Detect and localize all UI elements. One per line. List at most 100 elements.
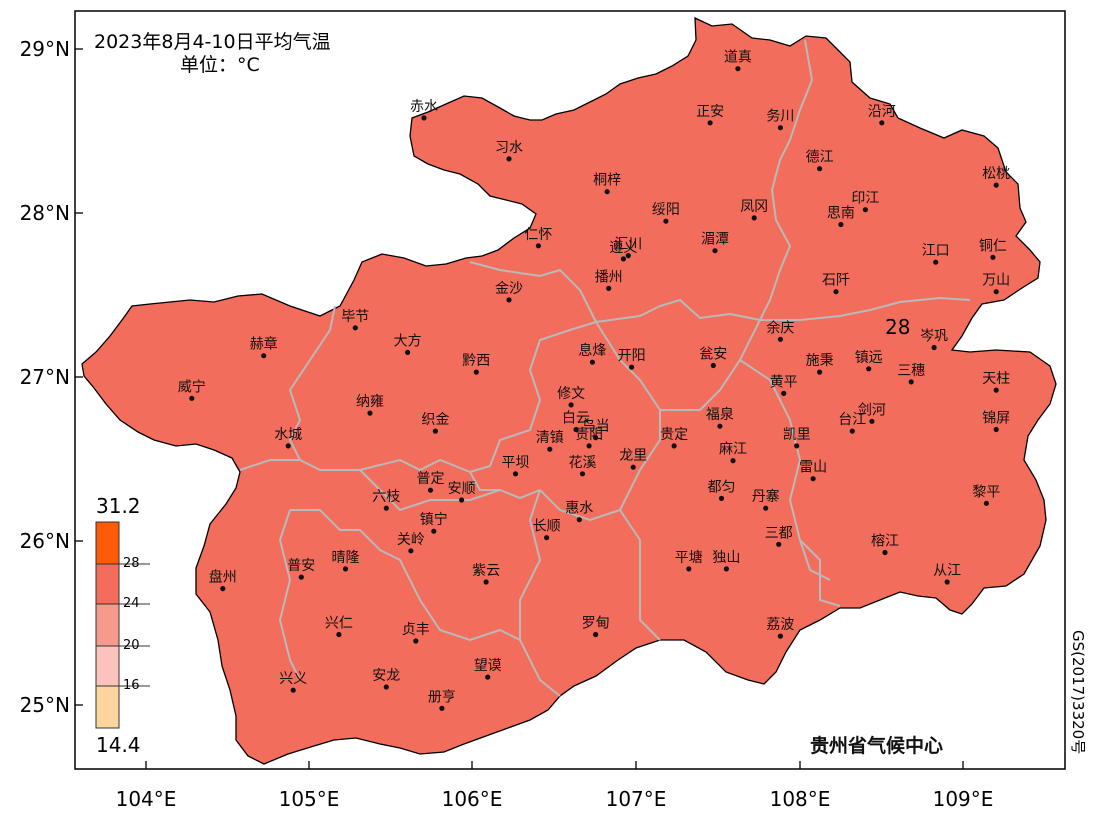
- lat-label-25: 25°N: [20, 693, 70, 717]
- city-marker: [568, 402, 574, 408]
- city-label: 凯里: [783, 427, 811, 443]
- lon-label-109: 109°E: [933, 787, 994, 811]
- legend-swatch-20-24: [96, 604, 119, 646]
- city-marker: [710, 362, 716, 369]
- city-marker: [882, 549, 888, 556]
- credit-label: 贵州省气候中心: [810, 734, 943, 757]
- city-marker: [777, 336, 784, 342]
- city-marker: [993, 387, 999, 393]
- city-marker: [833, 289, 839, 295]
- city-marker: [367, 410, 373, 416]
- city-label: 普安: [287, 558, 315, 574]
- city-label: 息烽: [578, 342, 606, 359]
- city-marker: [751, 215, 757, 221]
- city-label: 遵义: [609, 239, 637, 256]
- city-label: 石阡: [822, 273, 850, 289]
- city-label: 三都: [765, 525, 793, 541]
- city-marker: [944, 579, 950, 585]
- city-marker: [547, 446, 553, 452]
- city-marker: [810, 476, 816, 482]
- city-label: 桐梓: [593, 173, 621, 189]
- city-label: 白云: [562, 411, 590, 427]
- city-label: 天柱: [982, 371, 1010, 387]
- city-marker: [593, 435, 599, 441]
- city-label: 贞丰: [402, 621, 430, 638]
- city-label: 万山: [982, 273, 1010, 289]
- prefecture-boundaries: [239, 39, 971, 697]
- lon-label-108: 108°E: [770, 787, 831, 811]
- city-marker: [933, 259, 939, 265]
- city-marker: [408, 548, 414, 554]
- city-marker: [485, 674, 491, 680]
- city-marker: [993, 426, 999, 433]
- city-marker: [908, 379, 914, 385]
- city-marker: [686, 566, 692, 572]
- legend-swatch-28plus: [96, 522, 119, 564]
- city-label: 平坝: [502, 455, 530, 471]
- city-label: 修文: [557, 386, 585, 402]
- city-marker: [794, 443, 800, 449]
- city-marker: [576, 517, 582, 523]
- city-marker: [544, 535, 550, 541]
- city-label: 丹寨: [752, 488, 780, 505]
- city-marker: [413, 638, 419, 644]
- city-marker: [620, 256, 627, 262]
- city-label: 德江: [806, 150, 834, 166]
- legend-min: 14.4: [96, 733, 141, 757]
- city-label: 黔西: [462, 353, 490, 369]
- city-marker: [352, 325, 358, 331]
- city-label: 榕江: [871, 534, 899, 550]
- city-marker: [712, 248, 718, 254]
- city-marker: [625, 253, 631, 259]
- city-label: 贵阳: [575, 427, 603, 443]
- city-label: 铜仁: [979, 238, 1007, 254]
- city-label: 镇远: [855, 350, 883, 366]
- city-marker: [777, 125, 784, 131]
- map-title: 2023年8月4-10日平均气温: [94, 31, 331, 53]
- legend-tick-20: 20: [123, 638, 140, 653]
- lon-label-104: 104°E: [116, 787, 177, 811]
- city-label: 绥阳: [652, 202, 680, 218]
- city-marker: [723, 566, 730, 572]
- city-marker: [862, 207, 869, 213]
- city-label: 普定: [417, 471, 445, 487]
- city-label: 清镇: [536, 430, 564, 446]
- city-label: 兴仁: [325, 616, 353, 632]
- city-label: 麻江: [719, 442, 747, 458]
- city-label: 惠水: [565, 501, 593, 517]
- city-marker: [593, 631, 599, 638]
- city-label: 平塘: [675, 550, 703, 566]
- city-marker: [983, 500, 990, 506]
- city-marker: [573, 426, 579, 433]
- city-label: 紫云: [472, 563, 500, 579]
- city-label: 剑河: [858, 402, 886, 418]
- city-marker: [483, 579, 489, 585]
- city-label: 锦屏: [982, 410, 1010, 427]
- city-marker: [261, 353, 267, 359]
- city-marker: [336, 631, 342, 638]
- city-label: 松桃: [982, 166, 1010, 182]
- city-label: 威宁: [178, 378, 206, 395]
- legend-swatch-16-20: [96, 646, 119, 686]
- city-marker: [506, 297, 512, 303]
- city-label: 花溪: [569, 455, 597, 471]
- city-marker: [671, 443, 677, 449]
- lon-label-105: 105°E: [279, 787, 340, 811]
- lat-label-29: 29°N: [20, 37, 70, 61]
- city-marker: [838, 221, 844, 228]
- city-label: 长顺: [533, 519, 561, 535]
- city-label: 印江: [851, 191, 879, 207]
- city-marker: [427, 487, 434, 493]
- lat-label-27: 27°N: [20, 365, 70, 389]
- city-label: 安龙: [372, 668, 400, 684]
- city-label: 务川: [766, 109, 794, 125]
- city-label: 贵定: [660, 427, 688, 443]
- city-label: 习水: [495, 140, 523, 156]
- city-label: 汇川: [614, 237, 642, 253]
- city-label: 凤冈: [740, 199, 768, 215]
- city-label: 盘州: [209, 569, 237, 586]
- lat-label-28: 28°N: [20, 201, 70, 225]
- legend-tick-24: 24: [123, 596, 140, 611]
- latitude-labels: 29°N 28°N 27°N 26°N 25°N: [20, 37, 70, 717]
- city-marker: [781, 390, 787, 396]
